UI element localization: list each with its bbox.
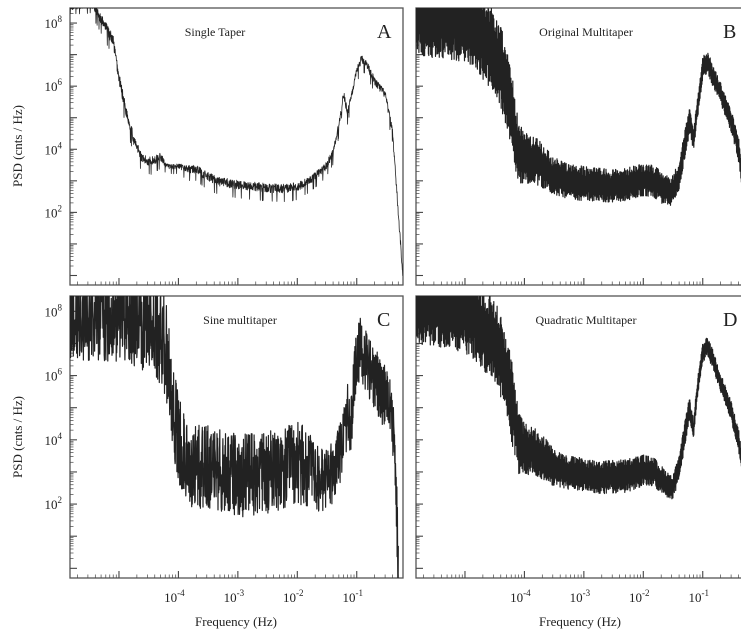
y-tick-label: 104	[45, 140, 63, 157]
panel-a-frame	[69, 7, 404, 286]
panel-a-psd-trace	[70, 8, 403, 276]
y-tick-label: 108	[45, 14, 63, 31]
y-tick-label: 106	[45, 77, 63, 94]
x-axis-label-right: Frequency (Hz)	[539, 614, 621, 629]
panel-c-letter: C	[377, 309, 390, 331]
y-tick-label: 102	[45, 203, 63, 220]
panel-c-title: Sine multitaper	[203, 313, 277, 327]
panel-c: 102 104 106 108 10-4 10-3 10-2 10-1 Sine multita…	[45, 295, 404, 605]
panel-b-letter: B	[723, 21, 736, 43]
panel-d-title: Quadratic Multitaper	[536, 313, 637, 327]
panel-b: Original Multitaper B	[415, 7, 741, 286]
panel-a: 102 104 106 108 Single Taper A	[45, 7, 404, 286]
y-tick-label: 106	[45, 367, 63, 384]
panel-d-x-ticks: 10-4 10-3 10-2 10-1	[423, 571, 739, 605]
panel-a-title: Single Taper	[185, 25, 246, 39]
x-tick-label: 10-3	[224, 588, 245, 605]
y-tick-label: 104	[45, 431, 63, 448]
x-tick-label: 10-4	[164, 588, 185, 605]
y-axis-label-bottom: PSD (cnts / Hz)	[10, 396, 25, 478]
panel-a-letter: A	[377, 21, 392, 43]
x-tick-label: 10-1	[688, 588, 709, 605]
y-tick-label: 102	[45, 495, 63, 512]
x-tick-label: 10-1	[342, 588, 363, 605]
panel-b-psd-trace	[416, 8, 741, 206]
panels: 102 104 106 108 Single Taper A Original Multit…	[45, 7, 741, 605]
panel-b-y-ticks	[416, 7, 423, 277]
y-tick-label: 108	[45, 302, 63, 319]
panel-d: 10-4 10-3 10-2 10-1 Quadratic Multitaper D	[415, 295, 741, 605]
panel-a-x-ticks	[77, 278, 399, 285]
x-tick-label: 10-4	[510, 588, 531, 605]
panel-d-letter: D	[723, 309, 737, 331]
panel-b-x-ticks	[423, 278, 739, 285]
panel-d-frame	[415, 295, 741, 579]
x-tick-label: 10-2	[629, 588, 650, 605]
panel-c-x-ticks: 10-4 10-3 10-2 10-1	[77, 571, 399, 605]
panel-c-psd-trace	[70, 296, 399, 578]
x-tick-label: 10-2	[283, 588, 304, 605]
x-tick-label: 10-3	[570, 588, 591, 605]
y-axis-label: PSD (cnts / Hz) PSD (cnts / Hz)	[10, 105, 25, 478]
y-axis-label-top: PSD (cnts / Hz)	[10, 105, 25, 187]
x-axis-label-left: Frequency (Hz)	[195, 614, 277, 629]
panel-b-title: Original Multitaper	[539, 25, 633, 39]
panel-d-psd-trace	[416, 296, 741, 500]
